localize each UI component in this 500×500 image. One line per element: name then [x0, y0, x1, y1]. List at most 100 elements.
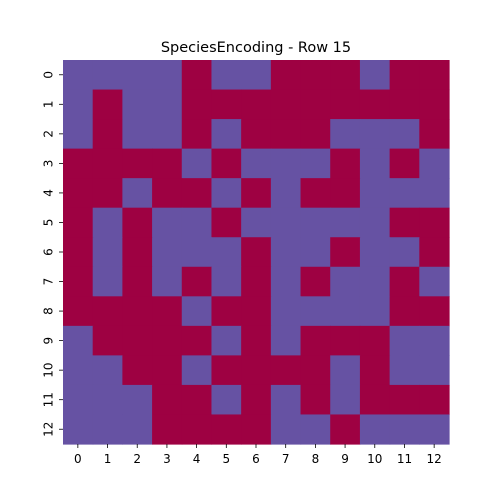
- heatmap-cell-r3-c2: [122, 149, 152, 179]
- heatmap-cell-r1-c3: [152, 90, 182, 120]
- heatmap-cell-r12-c11: [390, 414, 420, 444]
- y-tick-label: 4: [42, 189, 56, 197]
- heatmap-cell-r11-c10: [360, 385, 390, 415]
- x-tick-label: 0: [74, 452, 82, 466]
- heatmap-cell-r5-c6: [241, 208, 271, 238]
- heatmap-cell-r10-c11: [390, 355, 420, 385]
- heatmap-cell-r0-c6: [241, 60, 271, 90]
- x-tick-label: 8: [312, 452, 320, 466]
- heatmap-cell-r8-c3: [152, 296, 182, 326]
- heatmap-cell-r10-c9: [330, 355, 360, 385]
- y-tick-label: 1: [42, 100, 56, 108]
- y-tick-label: 3: [42, 160, 56, 168]
- heatmap-cell-r1-c6: [241, 90, 271, 120]
- heatmap-cell-r8-c4: [182, 296, 212, 326]
- heatmap-cell-r5-c3: [152, 208, 182, 238]
- heatmap-cell-r4-c11: [390, 178, 420, 208]
- heatmap-cell-r6-c8: [301, 237, 331, 267]
- heatmap-cell-r4-c10: [360, 178, 390, 208]
- heatmap-cell-r5-c9: [330, 208, 360, 238]
- heatmap-cell-r1-c8: [301, 90, 331, 120]
- x-tick-label: 6: [252, 452, 260, 466]
- heatmap-cell-r6-c6: [241, 237, 271, 267]
- heatmap-cell-r0-c8: [301, 60, 331, 90]
- heatmap-cell-r8-c7: [271, 296, 301, 326]
- heatmap-cell-r11-c6: [241, 385, 271, 415]
- heatmap-cell-r2-c9: [330, 119, 360, 149]
- heatmap-cell-r11-c8: [301, 385, 331, 415]
- heatmap-cell-r2-c5: [211, 119, 241, 149]
- heatmap-cell-r8-c10: [360, 296, 390, 326]
- y-tick-label: 7: [42, 278, 56, 286]
- heatmap-cell-r5-c1: [93, 208, 123, 238]
- heatmap-cell-r3-c9: [330, 149, 360, 179]
- heatmap-cell-r0-c0: [63, 60, 93, 90]
- heatmap-cell-r4-c0: [63, 178, 93, 208]
- heatmap-cell-r3-c0: [63, 149, 93, 179]
- heatmap-cell-r9-c12: [419, 326, 449, 356]
- heatmap-cell-r12-c7: [271, 414, 301, 444]
- heatmap-cell-r2-c4: [182, 119, 212, 149]
- heatmap-cell-r10-c7: [271, 355, 301, 385]
- heatmap-cell-r7-c12: [419, 267, 449, 297]
- x-tick-label: 1: [104, 452, 112, 466]
- heatmap-cell-r2-c10: [360, 119, 390, 149]
- heatmap-cell-r4-c7: [271, 178, 301, 208]
- heatmap-cell-r9-c1: [93, 326, 123, 356]
- heatmap-cell-r6-c5: [211, 237, 241, 267]
- heatmap-cell-r8-c8: [301, 296, 331, 326]
- heatmap-cell-r8-c11: [390, 296, 420, 326]
- heatmap-cell-r3-c8: [301, 149, 331, 179]
- heatmap-cell-r3-c4: [182, 149, 212, 179]
- y-tick-label: 11: [42, 392, 56, 407]
- heatmap-cell-r12-c0: [63, 414, 93, 444]
- heatmap-cell-r0-c11: [390, 60, 420, 90]
- heatmap-cell-r10-c2: [122, 355, 152, 385]
- heatmap-cell-r8-c2: [122, 296, 152, 326]
- y-tick-label: 5: [42, 219, 56, 227]
- heatmap-cell-r0-c12: [419, 60, 449, 90]
- heatmap-cell-r9-c9: [330, 326, 360, 356]
- heatmap-cell-r11-c11: [390, 385, 420, 415]
- heatmap-cell-r11-c12: [419, 385, 449, 415]
- heatmap-cell-r1-c2: [122, 90, 152, 120]
- heatmap-cell-r5-c0: [63, 208, 93, 238]
- heatmap-cell-r6-c12: [419, 237, 449, 267]
- heatmap-cell-r7-c1: [93, 267, 123, 297]
- heatmap-cell-r1-c11: [390, 90, 420, 120]
- heatmap-cell-r10-c5: [211, 355, 241, 385]
- heatmap-cell-r9-c6: [241, 326, 271, 356]
- heatmap-cell-r4-c12: [419, 178, 449, 208]
- heatmap-cell-r2-c3: [152, 119, 182, 149]
- heatmap-cell-r9-c11: [390, 326, 420, 356]
- heatmap-cell-r5-c4: [182, 208, 212, 238]
- heatmap-cell-r3-c5: [211, 149, 241, 179]
- heatmap-cell-r7-c0: [63, 267, 93, 297]
- heatmap-cell-r8-c5: [211, 296, 241, 326]
- heatmap-cell-r3-c12: [419, 149, 449, 179]
- heatmap-cell-r0-c10: [360, 60, 390, 90]
- heatmap-cell-r4-c8: [301, 178, 331, 208]
- heatmap-cell-r12-c6: [241, 414, 271, 444]
- heatmap-cell-r6-c2: [122, 237, 152, 267]
- heatmap-cell-r4-c6: [241, 178, 271, 208]
- heatmap-cell-r5-c12: [419, 208, 449, 238]
- heatmap-cell-r11-c9: [330, 385, 360, 415]
- heatmap-cell-r4-c1: [93, 178, 123, 208]
- heatmap-cell-r12-c10: [360, 414, 390, 444]
- heatmap-cell-r1-c7: [271, 90, 301, 120]
- x-axis: 0 1 2 3 4 5 6 7 8 9 10 11 12: [74, 444, 442, 466]
- heatmap-cell-r2-c11: [390, 119, 420, 149]
- heatmap-cell-r7-c2: [122, 267, 152, 297]
- heatmap-cell-r2-c7: [271, 119, 301, 149]
- heatmap-cell-r9-c8: [301, 326, 331, 356]
- heatmap-cell-r2-c12: [419, 119, 449, 149]
- heatmap-cell-r1-c10: [360, 90, 390, 120]
- heatmap-cell-r10-c3: [152, 355, 182, 385]
- heatmap-cell-r1-c1: [93, 90, 123, 120]
- heatmap-cell-r6-c4: [182, 237, 212, 267]
- heatmap-cell-r9-c3: [152, 326, 182, 356]
- heatmap-cell-r11-c1: [93, 385, 123, 415]
